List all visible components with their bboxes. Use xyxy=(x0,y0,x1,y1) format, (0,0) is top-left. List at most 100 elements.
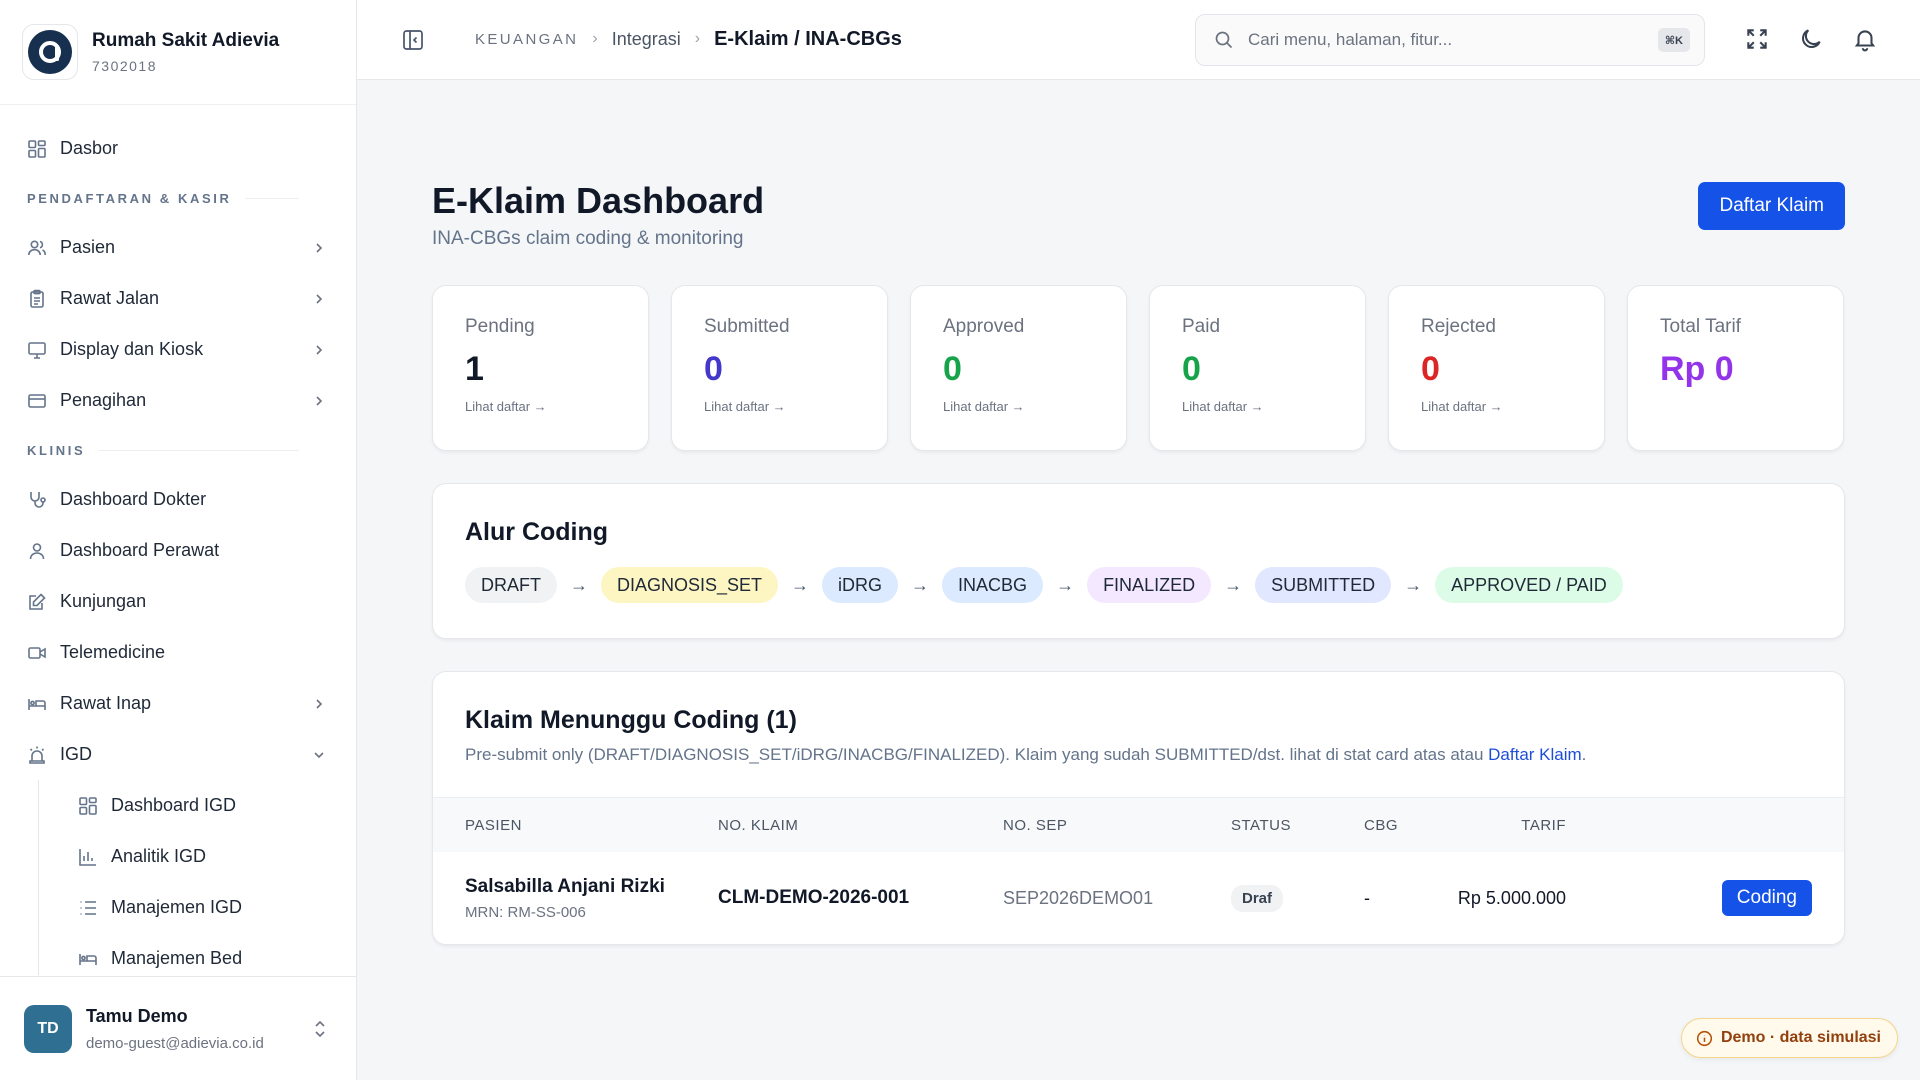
patient-mrn: MRN: RM-SS-006 xyxy=(465,903,586,921)
flow-step-submitted: SUBMITTED xyxy=(1255,567,1392,603)
edit-note-icon xyxy=(26,591,48,613)
siren-icon xyxy=(26,744,48,766)
search-input[interactable]: Cari menu, halaman, fitur... ⌘K xyxy=(1195,14,1705,66)
sidebar-item-label: Pasien xyxy=(60,237,116,257)
sidebar-item-label: Rawat Inap xyxy=(60,693,152,713)
coding-button[interactable]: Coding xyxy=(1721,880,1812,916)
sidebar-item-dashboard-dokter[interactable]: Dashboard Dokter xyxy=(0,474,356,525)
moon-icon[interactable] xyxy=(1798,26,1824,52)
grid-icon xyxy=(77,795,99,817)
breadcrumb-integrasi[interactable]: Integrasi xyxy=(611,28,681,49)
column-header-status: STATUS xyxy=(1231,798,1364,852)
chevron-right-icon xyxy=(312,292,326,306)
video-icon xyxy=(26,642,48,664)
sidebar-item-pasien[interactable]: Pasien xyxy=(0,222,356,273)
sidebar-item-rawat-jalan[interactable]: Rawat Jalan xyxy=(0,273,356,324)
stat-link[interactable]: Lihat daftar → xyxy=(1421,399,1503,414)
column-header-pasien: PASIEN xyxy=(433,798,718,852)
card-title: Klaim Menunggu Coding (1) xyxy=(465,706,797,734)
arrow-right-icon: → xyxy=(570,574,588,595)
flow-step-draft: DRAFT xyxy=(465,567,557,603)
column-header-tarif: TARIF xyxy=(1454,798,1566,852)
stat-card-paid[interactable]: Paid 0 Lihat daftar → xyxy=(1149,285,1366,451)
stat-link[interactable]: Lihat daftar → xyxy=(943,399,1025,414)
sidebar-item-label: Manajemen IGD xyxy=(111,897,243,917)
breadcrumb-separator: › xyxy=(592,30,598,47)
daftar-klaim-button[interactable]: Daftar Klaim xyxy=(1698,182,1845,230)
sidebar-item-manajemen-igd[interactable]: Manajemen IGD xyxy=(39,882,356,933)
sidebar-item-label: Analitik IGD xyxy=(111,846,207,866)
section-klinis: KLINIS xyxy=(0,426,356,474)
stat-link[interactable]: Lihat daftar → xyxy=(704,399,786,414)
stat-value: 1 xyxy=(465,350,484,388)
page-title: E-Klaim Dashboard xyxy=(432,180,765,221)
sidebar-item-dashboard-perawat[interactable]: Dashboard Perawat xyxy=(0,525,356,576)
arrow-right-icon: → xyxy=(911,574,930,595)
page-subtitle: INA-CBGs claim coding & monitoring xyxy=(432,228,744,249)
brand-header[interactable]: Rumah Sakit Adievia 7302018 xyxy=(0,0,356,105)
sidebar-item-analitik-igd[interactable]: Analitik IGD xyxy=(39,831,356,882)
sidebar-item-igd[interactable]: IGD xyxy=(0,729,356,780)
sidebar-item-dasbor[interactable]: Dasbor xyxy=(0,123,356,174)
patient-name: Salsabilla Anjani Rizki xyxy=(465,875,665,897)
daftar-klaim-link[interactable]: Daftar Klaim xyxy=(1488,745,1582,764)
stat-link[interactable]: Lihat daftar → xyxy=(465,399,547,414)
patient-cell: Salsabilla Anjani Rizki MRN: RM-SS-006 xyxy=(433,852,718,944)
sidebar-toggle-icon[interactable] xyxy=(401,28,425,52)
claims-description-end: . xyxy=(1581,745,1587,764)
claims-header: Klaim Menunggu Coding (1) Pre-submit onl… xyxy=(433,672,1844,798)
status-badge: Draf xyxy=(1231,884,1284,912)
stat-label: Submitted xyxy=(704,316,790,337)
chevron-right-icon xyxy=(312,343,326,357)
sidebar-item-telemedicine[interactable]: Telemedicine xyxy=(0,627,356,678)
status-cell: Draf xyxy=(1231,852,1364,944)
sidebar-item-rawat-inap[interactable]: Rawat Inap xyxy=(0,678,356,729)
section-label: PENDAFTARAN & KASIR xyxy=(27,190,232,206)
sidebar-item-kunjungan[interactable]: Kunjungan xyxy=(0,576,356,627)
bed-icon xyxy=(26,693,48,715)
sidebar-item-label: Kunjungan xyxy=(60,591,147,611)
search-shortcut: ⌘K xyxy=(1657,28,1690,52)
user-menu[interactable]: TD Tamu Demo demo-guest@adievia.co.id xyxy=(0,976,356,1080)
fullscreen-icon[interactable] xyxy=(1744,26,1770,52)
stat-card-approved[interactable]: Approved 0 Lihat daftar → xyxy=(910,285,1127,451)
search-placeholder: Cari menu, halaman, fitur... xyxy=(1248,30,1453,49)
sidebar-item-label: Dasbor xyxy=(60,138,119,158)
sidebar-item-penagihan[interactable]: Penagihan xyxy=(0,375,356,426)
sidebar-item-label: Display dan Kiosk xyxy=(60,339,204,359)
sidebar-item-manajemen-bed[interactable]: Manajemen Bed xyxy=(39,933,356,975)
chevron-right-icon xyxy=(312,394,326,408)
table-header-row: PASIEN NO. KLAIM NO. SEP STATUS CBG TARI… xyxy=(433,798,1844,852)
card-title: Alur Coding xyxy=(465,518,609,546)
demo-badge: Demo · data simulasi xyxy=(1680,1018,1898,1058)
flow-step-approved-paid: APPROVED / PAID xyxy=(1435,567,1623,603)
sidebar-item-label: Manajemen Bed xyxy=(111,948,243,968)
sidebar-item-display-kiosk[interactable]: Display dan Kiosk xyxy=(0,324,356,375)
stat-label: Paid xyxy=(1182,316,1221,337)
chevrons-up-down-icon xyxy=(312,1019,328,1039)
flow-step-inacbg: INACBG xyxy=(942,567,1044,603)
tarif-cell: Rp 5.000.000 xyxy=(1457,887,1566,908)
hospital-name: Rumah Sakit Adievia xyxy=(92,30,280,51)
stethoscope-icon xyxy=(26,489,48,511)
stat-value: Rp 0 xyxy=(1660,350,1734,388)
stat-card-pending[interactable]: Pending 1 Lihat daftar → xyxy=(432,285,649,451)
coding-flow-card: Alur Coding DRAFT → DIAGNOSIS_SET → iDRG… xyxy=(432,483,1845,639)
stat-card-rejected[interactable]: Rejected 0 Lihat daftar → xyxy=(1388,285,1605,451)
demo-badge-label: Demo · data simulasi xyxy=(1720,1029,1881,1046)
stat-link[interactable]: Lihat daftar → xyxy=(1182,399,1264,414)
chevron-right-icon xyxy=(312,241,326,255)
grid-icon xyxy=(26,138,48,160)
hospital-code: 7302018 xyxy=(92,58,158,74)
breadcrumb-keuangan[interactable]: KEUANGAN xyxy=(475,30,579,48)
sidebar-item-dashboard-igd[interactable]: Dashboard IGD xyxy=(39,780,356,831)
bell-icon[interactable] xyxy=(1852,26,1878,52)
stat-card-submitted[interactable]: Submitted 0 Lihat daftar → xyxy=(671,285,888,451)
pending-claims-card: Klaim Menunggu Coding (1) Pre-submit onl… xyxy=(432,671,1845,945)
monitor-icon xyxy=(26,339,48,361)
arrow-right-icon: → xyxy=(1404,574,1423,595)
stat-label: Total Tarif xyxy=(1660,316,1741,337)
flow-step-idrg: iDRG xyxy=(822,567,899,603)
bed-icon xyxy=(77,948,99,970)
sidebar-item-label: Telemedicine xyxy=(60,642,166,662)
